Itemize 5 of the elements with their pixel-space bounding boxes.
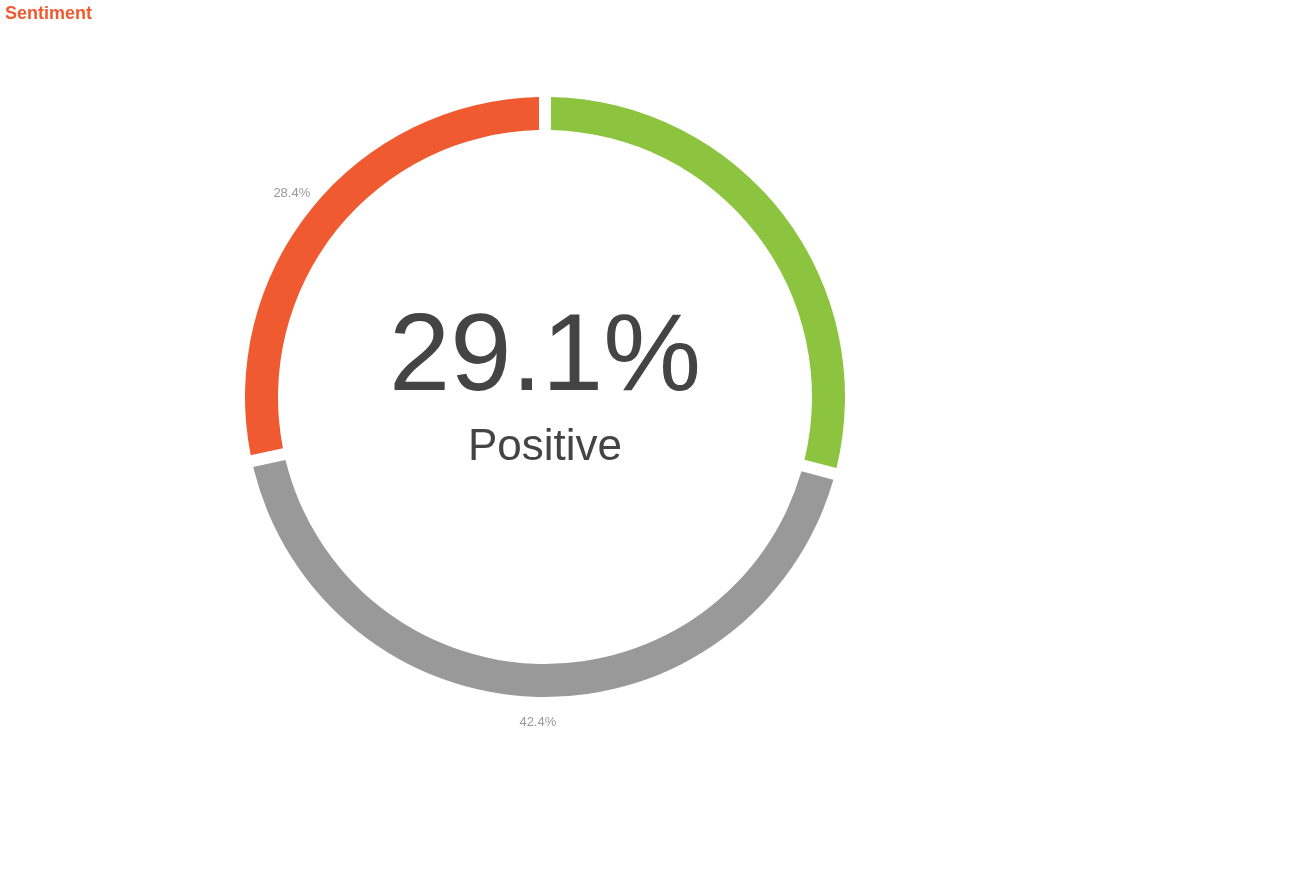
data-label: 42.4% <box>519 713 557 729</box>
text: Sentiment <box>5 3 93 23</box>
slice-label: Positive <box>467 420 623 469</box>
data-label: 28.4% <box>273 185 311 201</box>
data-label: 29.1% <box>389 290 701 413</box>
